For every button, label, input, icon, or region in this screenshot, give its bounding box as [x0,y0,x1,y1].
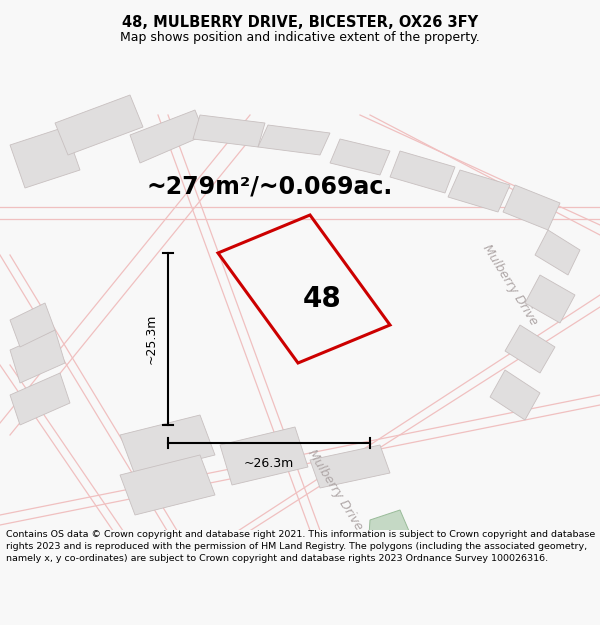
Polygon shape [525,275,575,323]
Polygon shape [503,185,560,230]
Polygon shape [10,127,80,188]
Polygon shape [130,110,205,163]
Text: Mulberry Drive: Mulberry Drive [305,448,365,532]
Polygon shape [330,139,390,175]
Polygon shape [448,170,510,212]
Polygon shape [10,330,65,383]
Text: 48, MULBERRY DRIVE, BICESTER, OX26 3FY: 48, MULBERRY DRIVE, BICESTER, OX26 3FY [122,16,478,31]
Text: ~25.3m: ~25.3m [145,314,158,364]
Polygon shape [368,510,415,560]
Text: 48: 48 [302,285,341,313]
Polygon shape [220,427,308,485]
Polygon shape [505,325,555,373]
Polygon shape [10,373,70,425]
Polygon shape [120,455,215,515]
Polygon shape [535,230,580,275]
Text: Contains OS data © Crown copyright and database right 2021. This information is : Contains OS data © Crown copyright and d… [6,530,595,562]
Text: ~279m²/~0.069ac.: ~279m²/~0.069ac. [147,175,393,199]
Polygon shape [193,115,265,147]
Polygon shape [10,303,55,347]
Text: ~26.3m: ~26.3m [244,457,294,470]
Polygon shape [390,151,455,193]
Polygon shape [490,370,540,420]
Text: Map shows position and indicative extent of the property.: Map shows position and indicative extent… [120,31,480,44]
Text: Mulberry Drive: Mulberry Drive [480,242,540,328]
Polygon shape [120,415,215,475]
Polygon shape [258,125,330,155]
Polygon shape [55,95,143,155]
Polygon shape [310,445,390,488]
